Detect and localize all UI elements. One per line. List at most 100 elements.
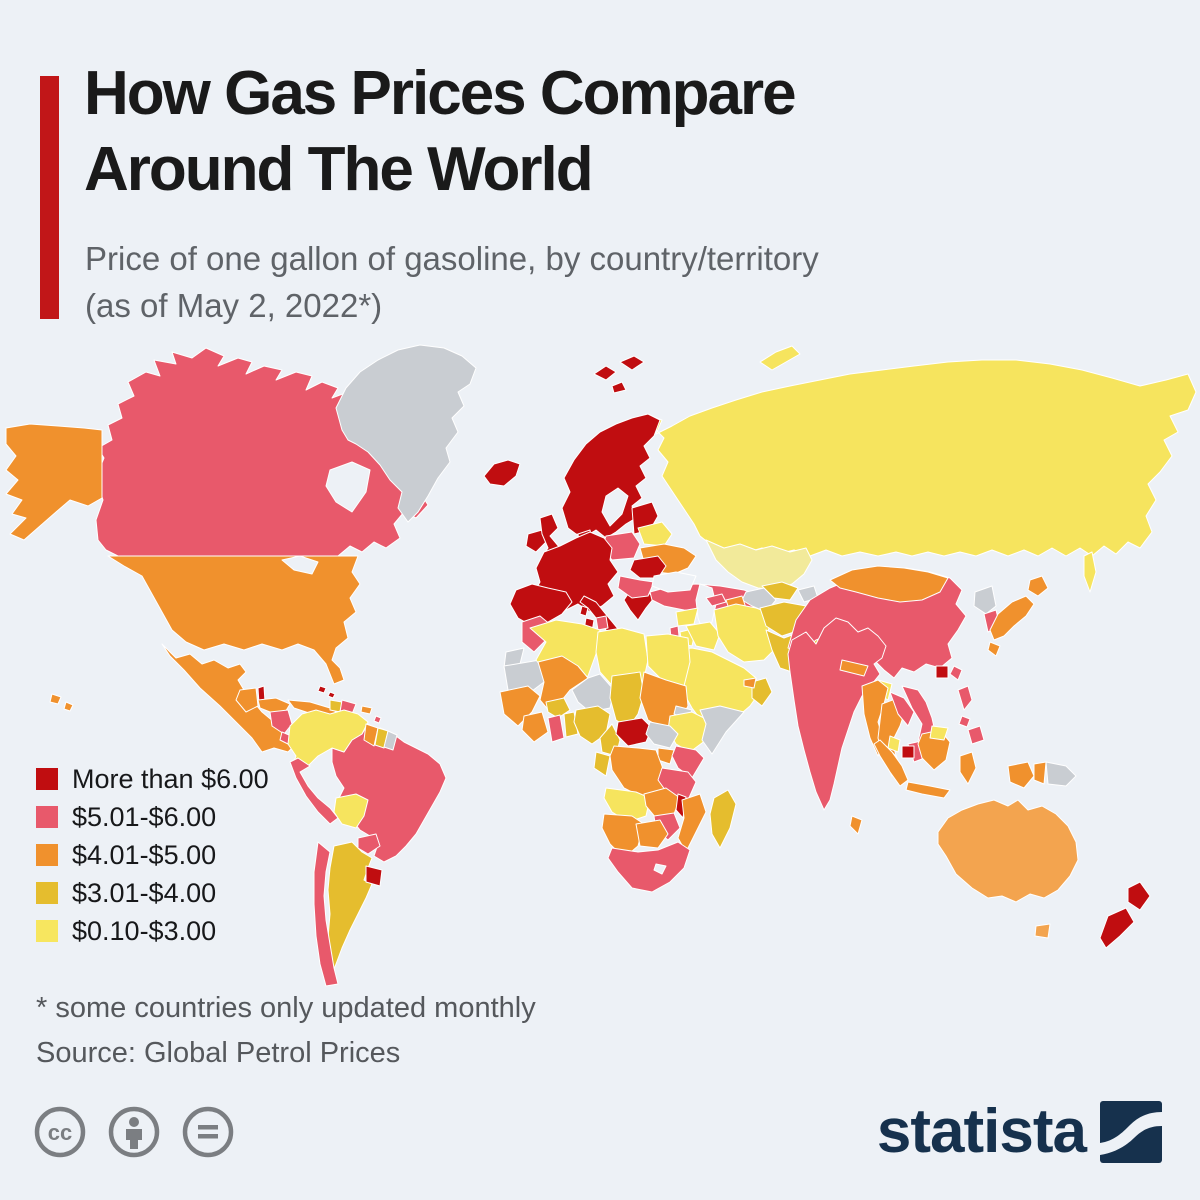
legend-item-0-to-3: $0.10-$3.00 [36, 912, 269, 950]
hawaii-region [49, 693, 74, 712]
png-west-region [1033, 761, 1047, 785]
nigeria-region [573, 705, 611, 745]
attribution-icon [108, 1106, 160, 1158]
japan-kyushu-region [987, 641, 1001, 657]
taiwan-region [949, 665, 963, 681]
gabon-congo-region [593, 751, 611, 777]
subtitle-line-1: Price of one gallon of gasoline, by coun… [85, 240, 819, 277]
legend-label: $5.01-$6.00 [72, 801, 217, 832]
sumatra-region [873, 739, 909, 787]
title-accent-bar [40, 76, 59, 319]
south-sudan-region [645, 721, 679, 749]
legend-swatch-0-to-3 [36, 920, 58, 942]
footnote-text: * some countries only updated monthly [36, 992, 536, 1024]
legend-swatch-4-to-5 [36, 844, 58, 866]
legend: More than $6.00 $5.01-$6.00 $4.01-$5.00 … [36, 760, 269, 950]
chile-region [313, 841, 339, 987]
page-title: How Gas Prices Compare Around The World [84, 56, 797, 207]
statista-logo: statista [877, 1096, 1162, 1167]
uae-region [743, 677, 757, 689]
iraq-region [685, 621, 721, 651]
page-subtitle: Price of one gallon of gasoline, by coun… [85, 236, 819, 330]
tunisia-region [595, 615, 609, 631]
svg-text:cc: cc [48, 1120, 72, 1145]
south-africa-region [607, 841, 691, 893]
somalia-region [699, 705, 745, 755]
mozambique-region [677, 793, 707, 853]
borneo-yellow-region [929, 725, 949, 741]
malaysia-yellow-region [887, 735, 901, 753]
philippines-region [957, 685, 985, 745]
novaya-zemlya-region [759, 345, 801, 371]
svalbard-region [593, 355, 645, 394]
belarus-region [637, 521, 673, 547]
legend-swatch-more-than-6 [36, 768, 58, 790]
title-line-1: How Gas Prices Compare [84, 59, 797, 128]
mali-region [537, 655, 589, 713]
guyana-region [363, 723, 379, 747]
png-east-region [1045, 761, 1077, 787]
russia-region [645, 359, 1197, 557]
footer-notes: * some countries only updated monthly So… [36, 986, 536, 1076]
corsica-region [579, 605, 589, 617]
japan-honshu-region [989, 595, 1035, 641]
mongolia-region [829, 565, 949, 603]
legend-label: $0.10-$3.00 [72, 915, 217, 946]
usa-region [107, 555, 361, 685]
source-text: Source: Global Petrol Prices [36, 1036, 401, 1069]
georgia-region [705, 593, 727, 607]
hong-kong-region [935, 665, 949, 679]
syria-region [675, 607, 699, 627]
iberia-region [509, 583, 573, 627]
ghana-region [547, 714, 565, 743]
greenland-region [335, 344, 477, 523]
japan-hokkaido-region [1027, 575, 1049, 597]
new-zealand-south-region [1099, 907, 1135, 949]
paraguay-region [357, 833, 381, 855]
uruguay-region [365, 865, 383, 887]
legend-item-more-than-6: More than $6.00 [36, 760, 269, 798]
legend-label: $3.01-$4.00 [72, 877, 217, 908]
hudson-bay-region [325, 461, 371, 513]
botswana-region [635, 819, 669, 849]
central-african-republic-region [615, 717, 653, 747]
black-sea-region [651, 571, 697, 593]
argentina-region [325, 841, 373, 975]
sakhalin-region [1083, 551, 1097, 593]
north-korea-region [973, 585, 997, 615]
ireland-region [525, 529, 547, 553]
cc-icon: cc [34, 1106, 86, 1158]
egypt-region [645, 633, 691, 687]
new-zealand-north-region [1127, 881, 1151, 911]
peru-region [289, 757, 339, 825]
title-line-2: Around The World [84, 134, 594, 204]
legend-swatch-3-to-4 [36, 882, 58, 904]
sri-lanka-region [849, 815, 863, 835]
legend-item-4-to-5: $4.01-$5.00 [36, 836, 269, 874]
license-icons: cc [34, 1106, 234, 1158]
legend-item-3-to-4: $3.01-$4.00 [36, 874, 269, 912]
lesotho-region [653, 863, 667, 875]
oman-region [751, 677, 773, 707]
laos-region [889, 691, 915, 727]
baltic-sea-region [601, 487, 629, 527]
iceland-region [483, 459, 521, 487]
balkans-region [617, 575, 655, 599]
legend-label: $4.01-$5.00 [72, 839, 217, 870]
statista-wordmark: statista [876, 1097, 1087, 1166]
tasmania-region [1034, 923, 1051, 939]
guatemala-region [235, 687, 259, 713]
nicaragua-region [269, 709, 293, 735]
legend-swatch-5-to-6 [36, 806, 58, 828]
kazakhstan-region [705, 539, 813, 591]
ivory-coast-region [521, 711, 549, 743]
great-lakes-region [281, 555, 319, 575]
nepal-region [839, 659, 869, 677]
sulawesi-region [959, 751, 977, 785]
west-papua-region [1007, 761, 1035, 789]
australia-region [937, 799, 1079, 903]
madagascar-region [709, 789, 737, 849]
java-region [905, 781, 951, 799]
legend-label: More than $6.00 [72, 763, 269, 794]
